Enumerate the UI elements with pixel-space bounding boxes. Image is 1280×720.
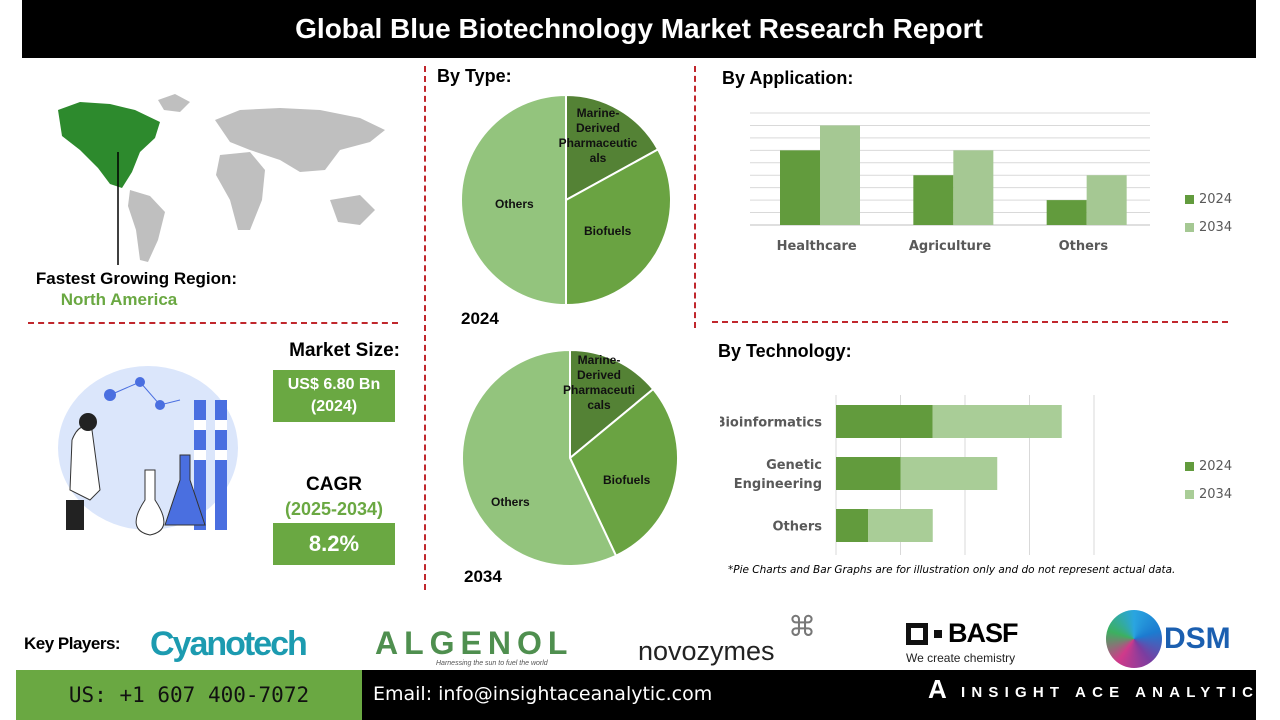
by-application-heading: By Application:	[722, 68, 854, 88]
label-line: cals	[587, 398, 611, 412]
dsm-logo-icon	[1106, 610, 1162, 668]
cagr-value: 8.2%	[273, 523, 395, 565]
pie-2024-label-biofuels: Biofuels	[584, 224, 632, 238]
bar-others-2034	[868, 509, 933, 542]
bar-healthcare-2024	[780, 150, 820, 225]
pie-slice-marine-derived-pharmaceuticals	[569, 348, 655, 461]
pie-2024-label-others: Others	[495, 197, 534, 211]
market-size-label: Market Size:	[289, 340, 400, 361]
divider	[424, 66, 426, 590]
novozymes-clover-icon: ⌘	[788, 611, 816, 642]
pie-2034-label-others: Others	[491, 495, 530, 509]
footer-bar	[362, 670, 1256, 720]
category-label: Others	[773, 520, 823, 535]
label-line: als	[589, 151, 607, 165]
key-players-label: Key Players:	[24, 634, 121, 653]
legend-2034: 2034	[1185, 220, 1232, 235]
label-line: Marine-	[577, 353, 621, 367]
category-label: Others	[1059, 239, 1109, 254]
category-label: Healthcare	[777, 239, 857, 254]
pie-slice-biofuels	[565, 148, 672, 307]
region-label: Fastest Growing Region:	[35, 269, 238, 288]
pie-2024-label-marine: Marine- Derived Pharmaceutic als	[555, 106, 641, 166]
bar-bioinformatics-2024	[836, 405, 933, 438]
novozymes-logo: novozymes	[638, 636, 775, 666]
pie-2024-title: 2024	[461, 309, 499, 328]
legend-2024: 2024	[1185, 459, 1232, 474]
footer-phone: US: +1 607 400-7072	[16, 670, 362, 720]
category-label: Agriculture	[909, 239, 992, 254]
legend-swatch	[1185, 462, 1194, 471]
market-size-value: US$ 6.80 Bn	[287, 376, 381, 393]
legend-2024: 2024	[1185, 192, 1232, 207]
scientist-illustration	[58, 366, 238, 536]
divider	[28, 322, 398, 324]
label-line: Derived	[575, 121, 621, 135]
logo-text: novozymes	[638, 636, 775, 666]
insightace-logo-icon: A	[928, 674, 947, 704]
market-size-box: US$ 6.80 Bn (2024)	[273, 370, 395, 422]
north-america	[58, 102, 160, 188]
category-label: Engineering	[734, 477, 822, 492]
bar-healthcare-2034	[820, 125, 860, 225]
pie-2024	[460, 93, 672, 307]
pie-2034-title: 2034	[464, 567, 502, 586]
legend-swatch	[1185, 195, 1194, 204]
market-size-year: (2024)	[310, 398, 358, 415]
bar-agriculture-2034	[953, 150, 994, 225]
legend-label: 2024	[1199, 192, 1233, 207]
technology-bar-chart: Bioinformatics Genetic Engineering Others	[720, 395, 1095, 555]
basf-square-icon	[906, 622, 928, 645]
basf-logo: BASF	[906, 620, 1018, 647]
by-type-heading: By Type:	[437, 66, 512, 86]
application-bar-chart: Healthcare Agriculture Others	[750, 112, 1150, 254]
pie-slice-others	[461, 348, 618, 567]
divider	[712, 321, 1228, 323]
pie-slice-others	[460, 93, 567, 307]
legend-swatch	[1185, 223, 1194, 232]
bar-others-2034	[1086, 175, 1127, 225]
cagr-label: CAGR	[306, 474, 362, 495]
bar-agriculture-2024	[913, 175, 954, 225]
legend-swatch	[1185, 490, 1194, 499]
dsm-logo: DSM	[1164, 622, 1231, 655]
label-line: Marine-	[576, 106, 620, 120]
bar-genetic-engineering-2024	[836, 457, 901, 490]
bar-genetic-engineering-2034	[900, 457, 998, 490]
legend-label: 2034	[1199, 220, 1233, 235]
logo-text: ALGENOL	[375, 625, 574, 661]
report-title: Global Blue Biotechnology Market Researc…	[22, 0, 1256, 58]
legend-label: 2024	[1199, 459, 1233, 474]
bar-bioinformatics-2034	[932, 405, 1062, 438]
logo-text: Cyanotech	[150, 625, 308, 663]
pie-2034	[461, 348, 679, 567]
basf-dot-icon	[934, 629, 942, 638]
region-value: North America	[60, 290, 178, 309]
category-label: Bioinformatics	[720, 416, 822, 431]
category-label: Genetic	[766, 458, 822, 473]
pie-2034-label-marine: Marine- Derived Pharmaceuti cals	[557, 353, 641, 413]
by-technology-heading: By Technology:	[718, 341, 852, 361]
label-line: Pharmaceuti	[562, 383, 636, 397]
pie-2034-label-biofuels: Biofuels	[603, 473, 651, 487]
logo-text: BASF	[948, 618, 1018, 648]
pie-slice-marine-derived-pharmaceuticals	[565, 93, 660, 202]
divider	[694, 66, 696, 328]
label-line: Pharmaceutic	[558, 136, 638, 150]
legend-label: 2034	[1199, 487, 1233, 502]
algenol-tagline: Harnessing the sun to fuel the world	[436, 660, 548, 667]
cyanotech-logo: Cyanotech	[150, 625, 308, 663]
world-map	[58, 94, 385, 265]
algenol-logo: ALGENOL	[375, 625, 574, 661]
bar-others-2024	[836, 509, 869, 542]
disclaimer: *Pie Charts and Bar Graphs are for illus…	[728, 564, 1176, 576]
bar-others-2024	[1046, 200, 1087, 225]
cagr-period: (2025-2034)	[284, 499, 384, 519]
label-line: Derived	[576, 368, 622, 382]
footer-brand: INSIGHT ACE ANALYTIC	[961, 684, 1260, 701]
footer-email[interactable]: Email: info@insightaceanalytic.com	[373, 683, 713, 705]
legend-2034: 2034	[1185, 487, 1232, 502]
basf-tagline: We create chemistry	[906, 651, 1016, 665]
